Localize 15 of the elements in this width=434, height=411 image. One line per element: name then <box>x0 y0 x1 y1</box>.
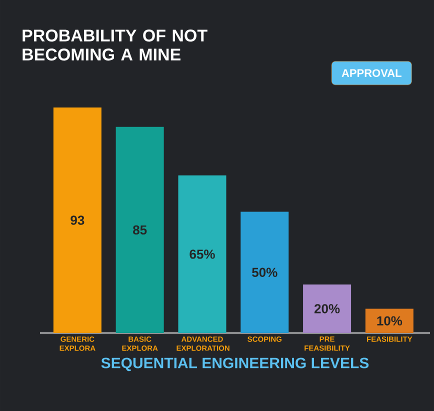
data-label: 85 <box>133 225 147 235</box>
bar <box>240 212 289 333</box>
bar <box>178 175 226 333</box>
bar <box>303 284 352 333</box>
data-label: 10% <box>377 316 402 326</box>
data-label: 65% <box>190 250 215 259</box>
data-label: 20% <box>314 304 340 314</box>
data-label: 50% <box>252 268 278 277</box>
bar <box>116 126 164 333</box>
text: APPROVAL <box>342 69 402 77</box>
data-label: 93 <box>70 216 84 225</box>
bar <box>365 308 414 333</box>
chart-title: PROBABILITY OF NOT BECOMING A MINE <box>22 30 208 61</box>
x-axis-title: SEQUENTIAL ENGINEERING LEVELS <box>101 358 369 372</box>
bar <box>53 108 102 333</box>
